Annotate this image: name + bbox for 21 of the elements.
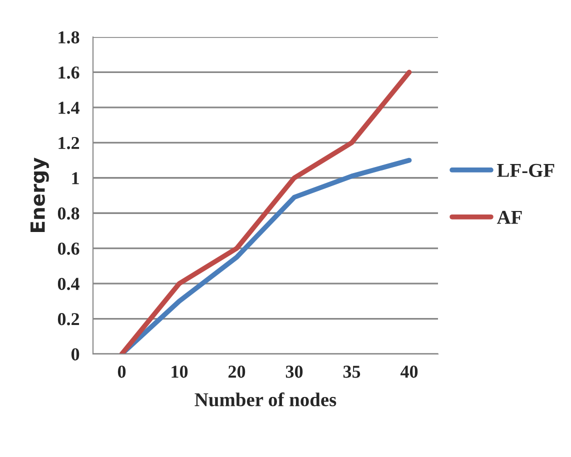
- y-tick-label: 0.6: [58, 242, 80, 255]
- x-tick-label: 30: [286, 366, 303, 378]
- y-tick-label: 1.6: [58, 66, 80, 79]
- x-tick-label: 20: [228, 366, 246, 378]
- y-tick-label: 1.2: [58, 136, 80, 150]
- y-tick-label: 0.2: [58, 313, 80, 326]
- legend-label: AF: [496, 210, 522, 224]
- legend-label: LF-GF: [497, 164, 554, 177]
- y-tick-label: 0.4: [58, 278, 80, 290]
- x-tick-label: 40: [400, 366, 418, 378]
- x-tick-label: 35: [343, 366, 360, 378]
- line-series: [119, 70, 412, 354]
- x-tick-label: 0: [118, 366, 126, 378]
- y-tick-label: 0: [71, 348, 80, 360]
- y-tick-label: 0.8: [58, 207, 80, 220]
- x-axis-title: Number of nodes: [194, 392, 336, 406]
- y-tick-label: 1.8: [58, 31, 80, 44]
- y-tick-label: 1: [72, 172, 79, 184]
- y-tick-label: 1.4: [58, 102, 80, 114]
- y-axis-title: Energy: [30, 158, 49, 232]
- x-tick-label: 10: [172, 366, 188, 378]
